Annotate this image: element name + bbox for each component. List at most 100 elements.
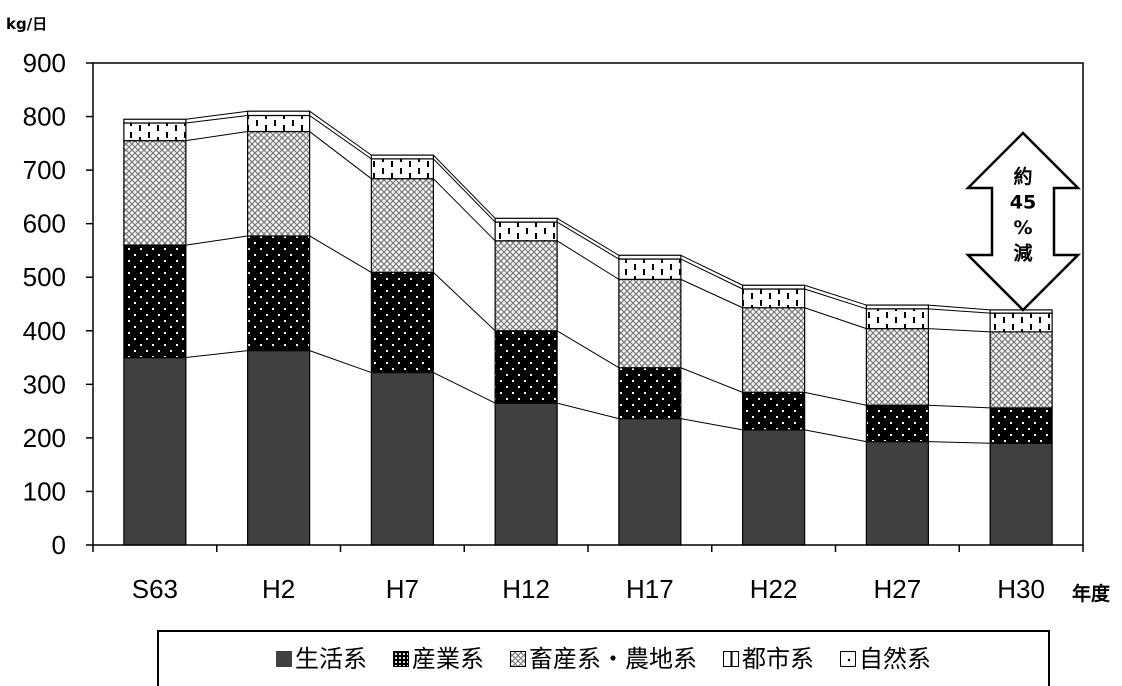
y-tick-label: 500 <box>23 262 66 292</box>
series-connector-line <box>185 110 248 120</box>
bar-segment-H7-2 <box>370 178 434 274</box>
bar-segment-H30-3 <box>989 312 1053 333</box>
bar-segment-H17-3 <box>618 258 682 280</box>
bar-segment-H17-0 <box>618 418 682 546</box>
bar-segment-H22-3 <box>742 288 806 309</box>
bar-segment-H17-2 <box>618 278 682 369</box>
legend: 生活系 産業系 畜産系・農地系 都市系 自然系 <box>157 630 1050 686</box>
series-connector-line <box>185 235 248 246</box>
legend-item: 産業系 <box>393 647 484 671</box>
double-arrow <box>964 131 1082 312</box>
series-connector-line <box>928 308 991 314</box>
chart: kg/日 年度 0 100 200 300 400 500 600 700 800 900 S63 H… <box>6 15 1111 605</box>
series-connector-line <box>680 418 743 431</box>
legend-item: 生活系 <box>276 647 367 671</box>
series-connector-line <box>680 367 743 393</box>
y-tick-label: 100 <box>23 476 66 506</box>
x-tick-label: H22 <box>750 574 798 604</box>
series-connector-line <box>928 304 991 311</box>
annotation-line: 減 <box>1013 242 1032 265</box>
bar-segment-H27-2 <box>865 328 929 406</box>
bar-segment-H22-1 <box>742 391 806 431</box>
x-tick-label: H30 <box>997 574 1045 604</box>
x-tick-label: H12 <box>502 574 550 604</box>
bar-segment-H30-1 <box>989 407 1053 444</box>
legend-item: 畜産系・農地系 <box>510 647 697 671</box>
legend-swatch <box>723 651 739 667</box>
series-connector-line <box>804 284 867 306</box>
legend-swatch <box>276 651 292 667</box>
legend-label: 都市系 <box>742 645 814 673</box>
bar-segment-H27-4 <box>865 304 929 310</box>
series-connector-line <box>309 350 372 374</box>
bar-segment-H30-0 <box>989 442 1053 546</box>
bar-segment-H7-4 <box>370 154 434 160</box>
legend-item: 都市系 <box>723 647 814 671</box>
series-connector-line <box>433 158 496 223</box>
series-connector-line <box>433 154 496 219</box>
series-connector-line <box>433 272 496 332</box>
y-tick-label: 600 <box>23 209 66 239</box>
bar-segment-H27-3 <box>865 308 929 330</box>
x-tick-label: H7 <box>386 574 419 604</box>
x-tick-label: S63 <box>132 574 178 604</box>
bar-segment-H12-3 <box>494 221 558 242</box>
bar-segment-H2-3 <box>247 114 311 133</box>
series-connector-line <box>804 288 867 310</box>
series-connector-line <box>185 114 248 124</box>
bar-segment-H27-0 <box>865 441 929 546</box>
series-connector-line <box>185 131 248 142</box>
legend-swatch <box>510 651 526 667</box>
series-connector-line <box>557 402 619 420</box>
series-connector-line <box>680 278 743 309</box>
bar-segment-H30-2 <box>989 331 1053 409</box>
series-connector-line <box>804 391 867 406</box>
plot-area: 0 100 200 300 400 500 600 700 800 900 S63 H2 H7 H12 H1… <box>23 48 1084 604</box>
annotation-line: 約 <box>1013 165 1032 188</box>
annotation-line: % <box>1013 217 1032 239</box>
series-connector-line <box>433 372 496 404</box>
annotation-line: 45 <box>1010 192 1036 214</box>
bar-segment-H2-4 <box>247 110 311 117</box>
bar-segment-H7-0 <box>370 371 434 546</box>
x-axis-title: 年度 <box>1072 582 1111 605</box>
series-connector-line <box>928 404 991 409</box>
bar-segment-H2-1 <box>247 235 311 352</box>
x-tick-label: H2 <box>262 574 295 604</box>
series-connector-line <box>309 110 372 156</box>
bar-segment-H12-1 <box>494 330 558 404</box>
bar-segment-H17-4 <box>618 254 682 260</box>
bar-segment-S63-3 <box>123 122 187 142</box>
series-connector-line <box>556 217 620 256</box>
bar-segment-S63-0 <box>123 356 187 546</box>
series-connector-line <box>804 429 867 443</box>
series-connector-line <box>309 115 372 160</box>
bar-segment-S63-2 <box>123 140 187 246</box>
series-connector-line <box>556 240 620 280</box>
bar-segment-H27-1 <box>865 404 929 443</box>
legend-label: 自然系 <box>859 645 931 673</box>
bar-segment-S63-1 <box>123 244 187 359</box>
y-tick-label: 700 <box>23 155 66 185</box>
series-connector-line <box>680 258 743 290</box>
y-tick-label: 0 <box>52 530 66 560</box>
x-tick-label: H17 <box>626 574 674 604</box>
legend-item: 自然系 <box>840 647 931 671</box>
series-connector-line <box>185 350 248 359</box>
legend-label: 生活系 <box>295 645 367 673</box>
series-connector-line <box>680 254 743 286</box>
bar-segment-H7-3 <box>370 158 434 180</box>
bar-segment-H12-2 <box>494 240 558 332</box>
series-connector-line <box>928 441 991 444</box>
series-connector-line <box>556 330 620 369</box>
bar-segment-H12-0 <box>494 402 558 546</box>
bar-segment-H30-4 <box>989 309 1053 314</box>
bar-segment-H12-4 <box>494 217 558 223</box>
legend-swatch <box>393 651 409 667</box>
y-tick-label: 300 <box>23 369 66 399</box>
legend-label: 畜産系・農地系 <box>529 645 697 673</box>
legend-label: 産業系 <box>412 645 484 673</box>
y-tick-label: 900 <box>23 48 66 78</box>
legend-swatch <box>840 651 856 667</box>
bar-segment-S63-4 <box>123 118 187 124</box>
